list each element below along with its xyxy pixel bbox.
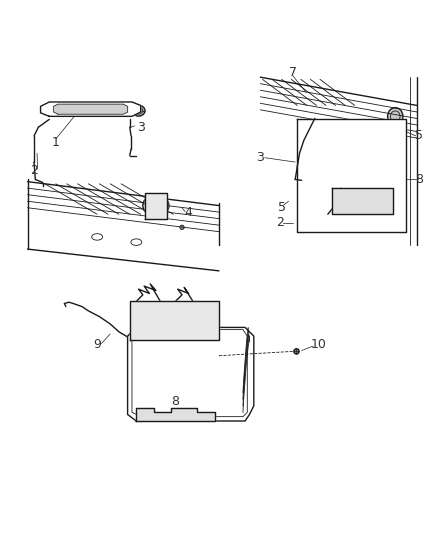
Polygon shape bbox=[41, 102, 141, 116]
Polygon shape bbox=[127, 327, 254, 421]
Text: 3: 3 bbox=[137, 121, 145, 134]
Text: 1: 1 bbox=[52, 136, 60, 149]
Text: 7: 7 bbox=[289, 66, 297, 79]
Ellipse shape bbox=[149, 311, 176, 335]
Ellipse shape bbox=[132, 105, 145, 116]
Text: 10: 10 bbox=[311, 338, 327, 351]
Text: 5: 5 bbox=[278, 201, 286, 214]
Ellipse shape bbox=[143, 195, 169, 216]
Text: 8: 8 bbox=[172, 395, 180, 408]
Ellipse shape bbox=[388, 108, 403, 125]
Ellipse shape bbox=[180, 225, 184, 230]
Text: 8: 8 bbox=[415, 173, 423, 186]
Polygon shape bbox=[145, 192, 167, 219]
Ellipse shape bbox=[302, 130, 306, 133]
Ellipse shape bbox=[356, 217, 369, 229]
Polygon shape bbox=[136, 408, 215, 421]
Text: 2: 2 bbox=[276, 216, 284, 230]
Polygon shape bbox=[53, 104, 127, 114]
Text: 3: 3 bbox=[256, 151, 264, 164]
Text: 2: 2 bbox=[30, 164, 38, 177]
Text: 9: 9 bbox=[93, 338, 101, 351]
Ellipse shape bbox=[302, 139, 306, 142]
Text: 5: 5 bbox=[415, 130, 423, 142]
Polygon shape bbox=[130, 301, 219, 341]
Polygon shape bbox=[332, 188, 393, 214]
Text: 4: 4 bbox=[184, 206, 192, 220]
Polygon shape bbox=[297, 118, 406, 232]
Ellipse shape bbox=[294, 349, 299, 354]
Ellipse shape bbox=[183, 315, 203, 333]
Ellipse shape bbox=[302, 121, 306, 125]
Ellipse shape bbox=[334, 133, 374, 174]
